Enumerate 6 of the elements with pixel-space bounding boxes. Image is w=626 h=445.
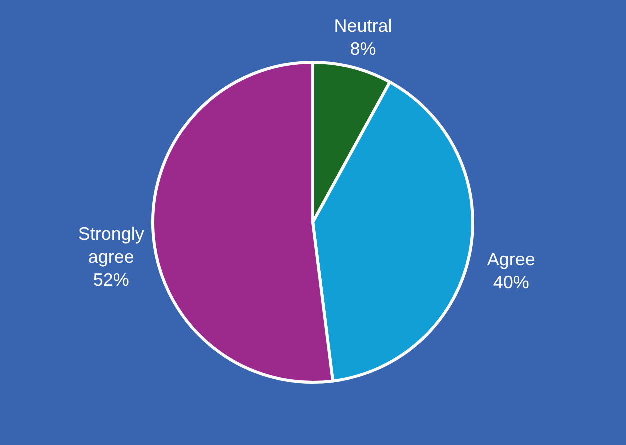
slice-label: Neutral [334,16,392,36]
slice-label: Agree [487,249,536,270]
data-label: 52% [93,270,130,290]
data-label: 8% [350,38,376,59]
data-label: 40% [493,272,530,292]
slice-label: Strongly agree [78,224,144,268]
